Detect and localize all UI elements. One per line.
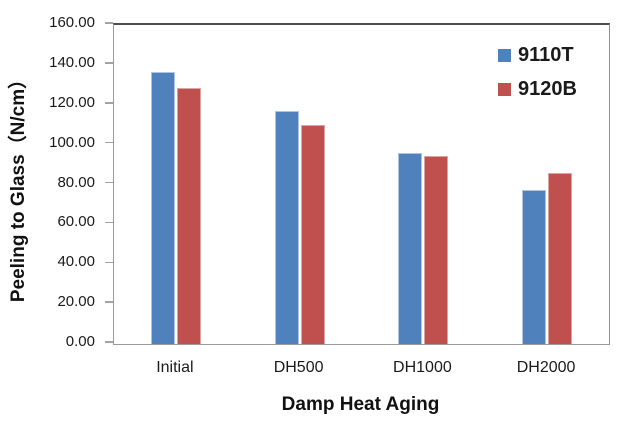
y-tick-mark [105,261,113,263]
bar-9120b-dh500 [300,124,325,344]
y-axis-title: Peeling to Glass（N/cm） [8,69,29,303]
y-tick-label: 120.00 [49,93,95,111]
y-tick-label: 40.00 [57,253,95,271]
x-tick-label: DH2000 [516,359,576,376]
y-tick-label: 160.00 [49,14,95,31]
bar-9110t-initial [150,71,175,344]
y-tick-label: 140.00 [49,53,95,71]
bar-9120b-dh2000 [548,172,573,344]
y-tick-label: 60.00 [57,213,95,231]
legend: 9110T 9120B [498,44,577,112]
x-tick-label: DH1000 [393,359,452,376]
legend-swatch-icon [498,49,511,62]
y-tick-mark [105,22,113,24]
y-tick-mark [105,102,113,104]
legend-item-9110t: 9110T [498,44,577,67]
y-tick-mark [105,181,113,184]
bar-9120b-dh1000 [424,155,449,344]
y-tick-label: 0.00 [65,333,95,350]
y-tick-mark [105,341,113,343]
legend-swatch-icon [498,83,511,96]
bar-9110t-dh2000 [522,189,547,344]
y-tick-mark [105,221,113,224]
y-tick-label: 80.00 [57,173,95,191]
plot-area [113,23,610,345]
bar-9110t-dh1000 [398,152,423,344]
y-tick-mark [105,62,113,64]
y-tick-mark [105,301,113,303]
legend-label: 9110T [518,44,574,66]
x-tick-label: DH500 [273,359,324,376]
bar-9110t-dh500 [274,110,299,344]
y-tick-mark [105,141,113,144]
y-tick-label: 20.00 [57,293,95,311]
x-axis-title: Damp Heat Aging [281,394,440,415]
y-tick-label: 100.00 [49,133,95,151]
legend-label: 9120B [518,78,577,100]
x-tick-label: Initial [156,359,194,376]
legend-item-9120b: 9120B [498,78,577,101]
bar-9120b-initial [176,87,201,344]
